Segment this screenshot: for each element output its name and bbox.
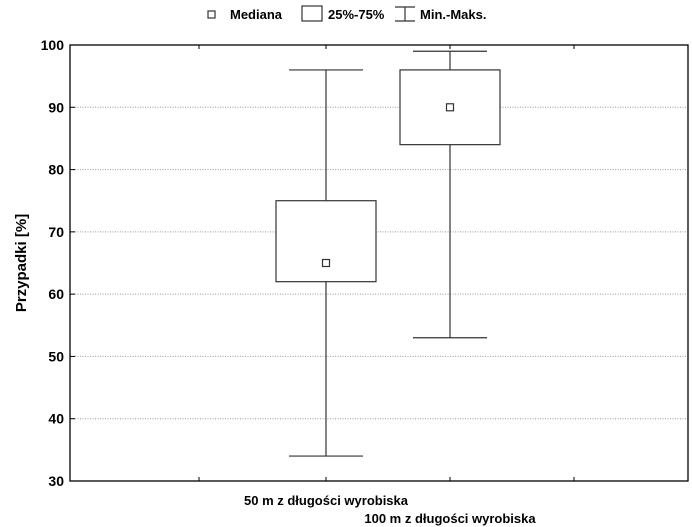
median-marker [445, 103, 455, 112]
legend-whisker-label: Min.-Maks. [420, 7, 486, 22]
box-group-1 [275, 69, 377, 457]
y-tick-label: 40 [48, 411, 64, 427]
y-tick-label: 90 [48, 99, 64, 115]
boxes [275, 50, 501, 457]
legend-box-symbol [301, 5, 323, 22]
y-tick-label: 60 [48, 286, 64, 302]
y-tick-label: 30 [48, 473, 64, 489]
legend-median-symbol [207, 10, 216, 19]
y-axis: 30 40 50 60 70 80 90 100 [41, 37, 75, 489]
median-marker [321, 258, 331, 268]
plot-frame [69, 44, 689, 482]
box-group-2 [399, 50, 501, 339]
y-tick-label: 70 [48, 224, 64, 240]
iqr-box [275, 200, 377, 283]
x-axis [198, 45, 575, 481]
legend-item-median: Mediana [207, 7, 283, 22]
gridlines [70, 106, 688, 420]
legend-item-box: 25%-75% [301, 5, 385, 22]
category-label-2: 100 m z długości wyrobiska [364, 511, 536, 526]
legend-median-label: Mediana [230, 7, 283, 22]
legend-item-whisker: Min.-Maks. [395, 6, 486, 22]
y-tick-label: 50 [48, 348, 64, 364]
category-label-1: 50 m z długości wyrobiska [244, 493, 409, 508]
y-tick-label: 100 [41, 37, 65, 53]
legend-box-label: 25%-75% [328, 7, 385, 22]
y-tick-label: 80 [48, 162, 64, 178]
legend: Mediana 25%-75% Min.-Maks. [207, 5, 486, 22]
y-axis-title: Przypadki [%] [13, 214, 30, 312]
